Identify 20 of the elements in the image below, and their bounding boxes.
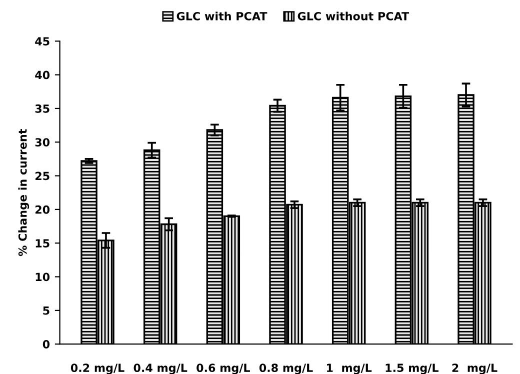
y-axis-title: % Change in current: [18, 129, 30, 256]
x-tick-label: 1 mg/L: [327, 364, 372, 374]
y-tick-label: 40: [35, 70, 50, 80]
y-tick-label: 35: [35, 104, 50, 113]
y-tick-label: 10: [36, 272, 50, 282]
y-tick-label: 5: [43, 306, 50, 315]
y-tick-label: 25: [35, 172, 50, 180]
y-tick-label: 0: [42, 340, 50, 348]
legend-label: GLC without PCAT: [298, 12, 410, 20]
x-tick-label: 0.8 mg/L: [259, 364, 313, 374]
y-tick-label: 15: [36, 239, 50, 248]
x-tick-label: 0.6 mg/L: [196, 364, 250, 374]
y-tick-label: 30: [35, 138, 50, 146]
y-tick-label: 45: [35, 37, 50, 46]
y-tick-label: 20: [35, 205, 50, 214]
x-tick-label: 0.4 mg/L: [134, 364, 188, 374]
x-tick-label: 0.2 mg/L: [70, 364, 124, 374]
x-tick-label: 1.5 mg/L: [386, 364, 438, 374]
x-tick-label: 2 mg/L: [452, 364, 498, 374]
legend-label: GLC with PCAT: [176, 12, 268, 20]
